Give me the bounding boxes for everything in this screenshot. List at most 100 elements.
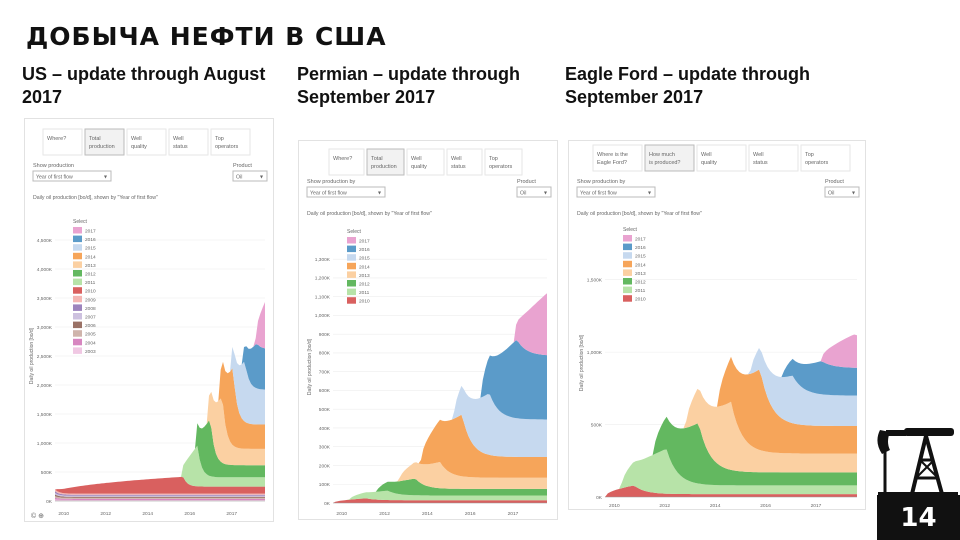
legend-item-2011[interactable]: 2011 — [73, 278, 96, 287]
legend-item-2010[interactable]: 2010 — [73, 287, 96, 295]
tab-1[interactable]: Total production — [366, 148, 405, 176]
tab-3[interactable]: Well status — [168, 128, 209, 156]
legend-item-2010[interactable]: 2010 — [347, 297, 370, 305]
legend-swatch[interactable] — [623, 269, 632, 276]
legend-swatch[interactable] — [623, 278, 632, 285]
legend-item-2009[interactable]: 2009 — [73, 295, 96, 304]
tab-bg[interactable] — [696, 144, 747, 172]
legend-swatch[interactable] — [347, 271, 356, 278]
tab-bg[interactable] — [484, 148, 523, 176]
tab-1[interactable]: Total production — [84, 128, 125, 156]
legend-item-2008[interactable]: 2008 — [73, 304, 96, 312]
legend-swatch[interactable] — [73, 313, 82, 320]
legend-item-2012[interactable]: 2012 — [73, 270, 96, 278]
legend-swatch[interactable] — [347, 288, 356, 296]
tab-bg[interactable] — [748, 144, 799, 172]
legend-item-2016[interactable]: 2016 — [623, 243, 646, 252]
legend-swatch[interactable] — [73, 321, 82, 329]
legend-swatch[interactable] — [73, 287, 82, 294]
legend-swatch[interactable] — [623, 295, 632, 302]
show-production-dropdown[interactable]: Year of first flow ▾ — [32, 170, 112, 182]
tab-bg[interactable] — [126, 128, 167, 156]
tab-3[interactable]: Well status — [446, 148, 483, 176]
show-production-dropdown[interactable]: Year of first flow ▾ — [576, 186, 656, 198]
legend-swatch[interactable] — [347, 254, 356, 261]
product-dropdown[interactable]: Oil ▾ — [232, 170, 268, 182]
legend-item-2005[interactable]: 2005 — [73, 330, 96, 338]
legend-item-2010[interactable]: 2010 — [623, 295, 646, 303]
legend-swatch[interactable] — [623, 286, 632, 294]
tab-bg[interactable] — [406, 148, 445, 176]
tab-bg[interactable] — [592, 144, 643, 172]
legend-swatch[interactable] — [347, 245, 356, 253]
dropdown-box[interactable] — [576, 186, 656, 198]
legend-item-2017[interactable]: 2017 — [73, 227, 96, 235]
legend-swatch[interactable] — [73, 244, 82, 251]
tab-bg[interactable] — [366, 148, 405, 176]
tab-bg[interactable] — [800, 144, 851, 172]
tab-4[interactable]: Top operators — [800, 144, 851, 172]
tab-bg[interactable] — [84, 128, 125, 156]
legend-item-2016[interactable]: 2016 — [73, 235, 96, 244]
tab-bg[interactable] — [644, 144, 695, 172]
show-production-dropdown[interactable]: Year of first flow ▾ — [306, 186, 386, 198]
legend-item-2012[interactable]: 2012 — [623, 278, 646, 286]
tab-0[interactable]: Where? — [42, 128, 83, 156]
tab-bg[interactable] — [168, 128, 209, 156]
legend-item-2011[interactable]: 2011 — [347, 288, 370, 297]
legend-swatch[interactable] — [623, 243, 632, 251]
dropdown-box[interactable] — [232, 170, 268, 182]
legend-swatch[interactable] — [73, 304, 82, 311]
dropdown-box[interactable] — [516, 186, 552, 198]
legend-swatch[interactable] — [73, 295, 82, 303]
legend-item-2012[interactable]: 2012 — [347, 280, 370, 288]
legend-swatch[interactable] — [347, 297, 356, 304]
tab-bg[interactable] — [42, 128, 83, 156]
legend-item-2013[interactable]: 2013 — [347, 271, 370, 279]
dropdown-box[interactable] — [824, 186, 860, 198]
dropdown-box[interactable] — [32, 170, 112, 182]
legend-item-2004[interactable]: 2004 — [73, 338, 96, 347]
legend-item-2013[interactable]: 2013 — [73, 261, 96, 269]
legend-item-2003[interactable]: 2003 — [73, 347, 96, 355]
tab-2[interactable]: Well quality — [406, 148, 445, 176]
legend-item-2015[interactable]: 2015 — [73, 244, 96, 252]
legend-swatch[interactable] — [73, 227, 82, 234]
legend-swatch[interactable] — [623, 260, 632, 268]
product-dropdown[interactable]: Oil ▾ — [824, 186, 860, 198]
tab-3[interactable]: Well status — [748, 144, 799, 172]
legend-item-2015[interactable]: 2015 — [623, 252, 646, 260]
legend-swatch[interactable] — [73, 261, 82, 268]
legend-item-2016[interactable]: 2016 — [347, 245, 370, 254]
tab-4[interactable]: Top operators — [210, 128, 251, 156]
tab-1[interactable]: How much is produced? — [644, 144, 695, 172]
legend-item-2017[interactable]: 2017 — [623, 235, 646, 243]
legend-item-2006[interactable]: 2006 — [73, 321, 96, 330]
legend-item-2011[interactable]: 2011 — [623, 286, 646, 295]
legend-item-2007[interactable]: 2007 — [73, 313, 96, 321]
tab-2[interactable]: Well quality — [696, 144, 747, 172]
legend-swatch[interactable] — [73, 270, 82, 277]
legend-swatch[interactable] — [623, 252, 632, 259]
tab-2[interactable]: Well quality — [126, 128, 167, 156]
legend-item-2014[interactable]: 2014 — [73, 252, 96, 260]
legend-swatch[interactable] — [73, 252, 82, 260]
legend-item-2017[interactable]: 2017 — [347, 237, 370, 245]
legend-swatch[interactable] — [73, 338, 82, 346]
legend-item-2013[interactable]: 2013 — [623, 269, 646, 277]
tab-bg[interactable] — [328, 148, 365, 176]
tab-4[interactable]: Top operators — [484, 148, 523, 176]
tab-bg[interactable] — [446, 148, 483, 176]
legend-item-2015[interactable]: 2015 — [347, 254, 370, 262]
legend-swatch[interactable] — [73, 347, 82, 354]
legend-swatch[interactable] — [73, 330, 82, 337]
legend-swatch[interactable] — [347, 280, 356, 287]
tab-0[interactable]: Where is the Eagle Ford? — [592, 144, 643, 172]
legend-swatch[interactable] — [347, 262, 356, 270]
legend-item-2014[interactable]: 2014 — [347, 262, 370, 271]
legend-swatch[interactable] — [73, 278, 82, 286]
product-dropdown[interactable]: Oil ▾ — [516, 186, 552, 198]
legend-item-2014[interactable]: 2014 — [623, 260, 646, 269]
dropdown-box[interactable] — [306, 186, 386, 198]
legend-swatch[interactable] — [73, 235, 82, 243]
